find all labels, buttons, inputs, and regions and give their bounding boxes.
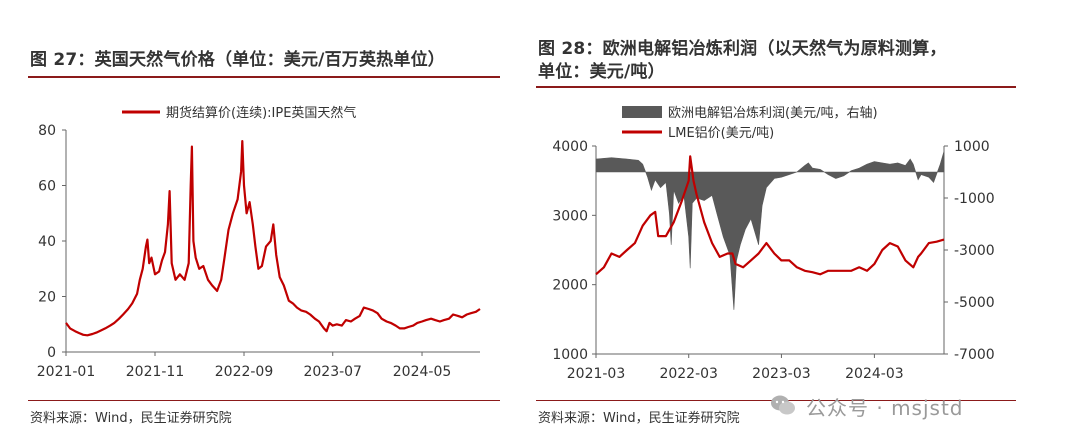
x-tick-label: 2024-05 <box>393 364 452 380</box>
right-y-tick-label: -3000 <box>954 243 995 259</box>
x-tick-label: 2021-03 <box>567 366 626 382</box>
figure-27-panel: 图 27：英国天然气价格（单位：美元/百万英热单位） 期货结算价(连续):IPE… <box>0 0 520 446</box>
x-tick-label: 2023-03 <box>752 366 811 382</box>
y-tick-label: 60 <box>38 179 56 195</box>
y-tick-label: 20 <box>38 290 56 306</box>
x-tick-label: 2022-09 <box>215 364 274 380</box>
series-line-ipe-gas <box>65 139 481 337</box>
y-tick-label: 0 <box>47 345 56 361</box>
figure-28-source: 资料来源：Wind，民生证券研究院 <box>538 411 740 426</box>
y-tick-label: 80 <box>38 123 56 139</box>
right-y-tick-label: -7000 <box>954 347 995 363</box>
figure-27-source: 资料来源：Wind，民生证券研究院 <box>30 411 232 426</box>
x-tick-label: 2024-03 <box>845 366 904 382</box>
figure-27-bottom-rule <box>28 400 500 401</box>
legend-area-swatch <box>622 106 662 118</box>
left-y-tick-label: 3000 <box>552 208 588 224</box>
left-y-tick-label: 2000 <box>552 278 588 294</box>
figure-27-title: 图 27：英国天然气价格（单位：美元/百万英热单位） <box>30 50 445 70</box>
figure-28-title-line1: 图 28：欧洲电解铝冶炼利润（以天然气为原料测算， <box>538 39 947 59</box>
left-y-tick-label: 1000 <box>552 347 588 363</box>
figure-28-title-rule <box>536 86 1016 88</box>
x-tick-label: 2021-11 <box>126 364 185 380</box>
watermark-text: 公众号 · msjstd <box>806 396 964 420</box>
x-tick-label: 2022-03 <box>659 366 718 382</box>
series-area-profit <box>595 151 945 310</box>
aluminum-profit-chart: 欧洲电解铝冶炼利润(美元/吨，右轴) LME铝价(美元/吨) 1000 2000 300… <box>552 106 995 382</box>
right-y-tick-label: -1000 <box>954 191 995 207</box>
figure-28-title-line2: 单位：美元/吨） <box>538 62 665 82</box>
figure-27-title-rule <box>28 76 500 78</box>
left-y-tick-label: 4000 <box>552 139 588 155</box>
figure-28-panel: 图 28：欧洲电解铝冶炼利润（以天然气为原料测算， 单位：美元/吨） 欧洲电解铝… <box>530 0 1080 446</box>
wechat-icon <box>771 395 795 415</box>
legend-label: 期货结算价(连续):IPE英国天然气 <box>166 105 356 121</box>
gas-price-chart: 期货结算价(连续):IPE英国天然气 0 20 40 60 80 2021-01 2021-1… <box>37 105 481 380</box>
right-y-tick-label: 1000 <box>954 139 990 155</box>
legend-label-lme: LME铝价(美元/吨) <box>668 126 774 141</box>
y-tick-label: 40 <box>38 234 56 250</box>
series-line-lme <box>595 155 945 276</box>
x-tick-label: 2023-07 <box>303 364 362 380</box>
legend-label-profit: 欧洲电解铝冶炼利润(美元/吨，右轴) <box>668 106 878 121</box>
right-y-tick-label: -5000 <box>954 295 995 311</box>
x-tick-label: 2021-01 <box>37 364 96 380</box>
